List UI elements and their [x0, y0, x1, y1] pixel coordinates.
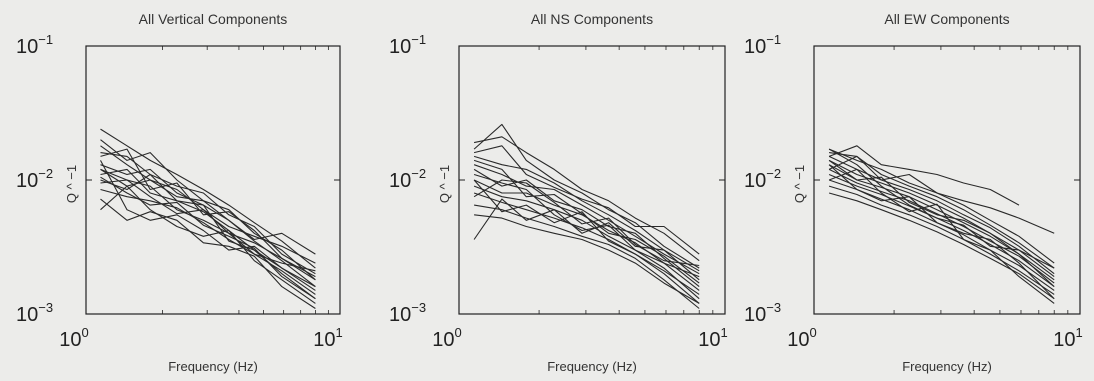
- series-line-9: [828, 185, 1055, 295]
- series-group: [828, 145, 1055, 304]
- y-axis-label: Q ^ −1: [64, 165, 79, 203]
- x-axis-label: Frequency (Hz): [547, 359, 637, 374]
- series-line-9: [474, 204, 700, 309]
- x-tick-label: 101: [313, 325, 342, 351]
- series-line-6: [473, 179, 700, 291]
- series-line-16: [473, 179, 700, 267]
- series-line-9: [100, 185, 316, 304]
- y-tick-label: 10−2: [389, 166, 426, 192]
- series-line-14: [100, 148, 316, 281]
- x-axis-label: Frequency (Hz): [168, 359, 258, 374]
- y-tick-label: 10−3: [744, 300, 781, 326]
- series-line-7: [473, 185, 700, 300]
- series-line-7: [100, 179, 316, 278]
- plot-frame: [458, 45, 726, 315]
- series-line-12: [828, 155, 1055, 234]
- x-tick-label: 101: [698, 325, 727, 351]
- series-line-11: [828, 145, 1020, 206]
- series-line-3: [473, 155, 700, 281]
- y-tick-label: 10−3: [16, 300, 53, 326]
- series-line-12: [100, 173, 316, 300]
- series-line-1: [828, 148, 1055, 264]
- series-line-2: [473, 123, 700, 269]
- x-tick-label: 100: [787, 325, 816, 351]
- y-tick-label: 10−3: [389, 300, 426, 326]
- series-line-13: [100, 198, 316, 309]
- series-line-12: [473, 145, 700, 255]
- y-tick-label: 10−1: [16, 32, 53, 58]
- series-line-10: [474, 214, 700, 304]
- series-line-11: [100, 145, 316, 255]
- panel-title: All EW Components: [884, 11, 1009, 27]
- series-line-15: [828, 168, 1055, 304]
- panel-title: All NS Components: [531, 11, 653, 27]
- y-tick-label: 10−2: [16, 166, 53, 192]
- y-tick-label: 10−1: [744, 32, 781, 58]
- series-line-10: [828, 192, 1055, 300]
- series-line-6: [828, 168, 1055, 284]
- series-line-13: [473, 173, 700, 278]
- series-line-14: [828, 164, 1055, 300]
- series-line-5: [828, 164, 1055, 281]
- series-line-3: [828, 155, 1055, 275]
- y-axis-label: Q ^ −1: [437, 165, 452, 203]
- x-tick-label: 101: [1053, 325, 1082, 351]
- series-line-14: [473, 159, 700, 284]
- series-line-15: [473, 179, 700, 295]
- y-axis-label: Q ^ −1: [792, 165, 807, 203]
- series-line-16: [828, 159, 1055, 288]
- series-group: [100, 128, 316, 309]
- series-line-6: [100, 168, 316, 291]
- series-line-8: [473, 192, 700, 304]
- x-tick-label: 100: [432, 325, 461, 351]
- x-tick-label: 100: [59, 325, 88, 351]
- series-group: [473, 123, 700, 309]
- series-line-2: [829, 152, 1055, 269]
- series-line-11: [473, 198, 700, 272]
- series-line-15: [100, 168, 316, 272]
- series-line-1: [473, 136, 700, 262]
- x-axis-label: Frequency (Hz): [902, 359, 992, 374]
- y-tick-label: 10−1: [389, 32, 426, 58]
- series-line-16: [100, 176, 316, 300]
- series-line-13: [828, 148, 1055, 269]
- y-tick-label: 10−2: [744, 166, 781, 192]
- series-line-10: [100, 160, 316, 288]
- panel-title: All Vertical Components: [139, 11, 288, 27]
